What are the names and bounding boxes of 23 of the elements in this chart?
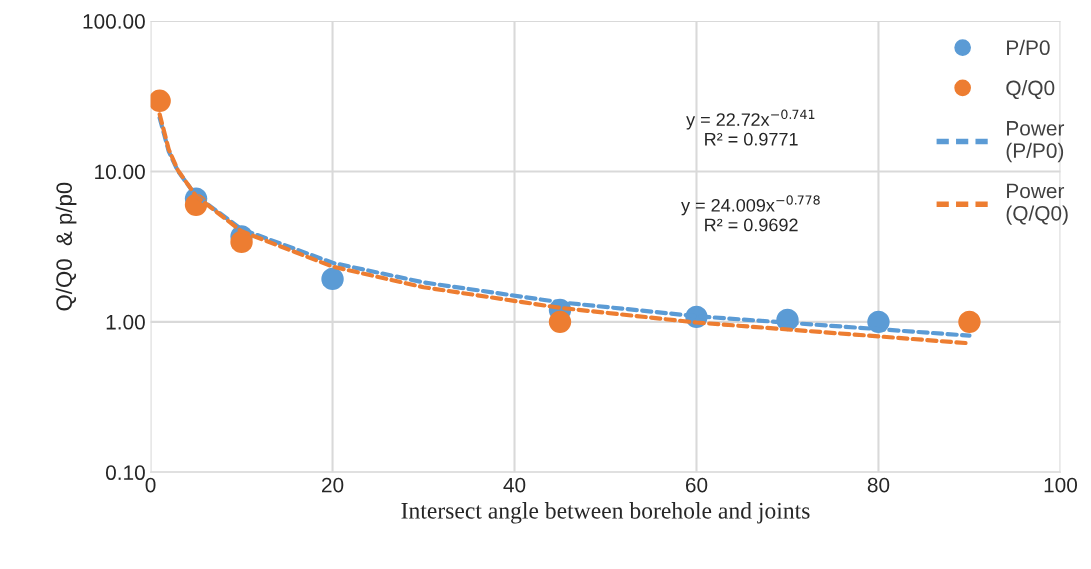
x-tick-label: 40 xyxy=(503,477,526,493)
point xyxy=(230,230,253,254)
legend-label: Power (Q/Q0) xyxy=(1006,183,1068,225)
point xyxy=(150,89,171,112)
y-tick-label: 1.00 xyxy=(106,314,145,330)
point xyxy=(548,310,572,334)
annotation: y = 22.72x$^{−0.741}$ R² = 0.9771 xyxy=(686,109,815,146)
legend-label: P/P0 xyxy=(1007,39,1050,56)
y-tick-label: 0.10 xyxy=(105,465,145,481)
y-axis-title: Q/Q0 & p/p0 xyxy=(55,182,77,311)
annotation: y = 24.009x$^{−0.778}$ R² = 0.9692 xyxy=(681,195,820,232)
x-axis-title: Intersect angle between borehole and joints xyxy=(401,502,810,524)
point xyxy=(958,310,981,334)
legend-label: Power (P/P0) xyxy=(1006,121,1065,163)
point xyxy=(321,267,344,291)
x-tick-label: 100 xyxy=(1044,477,1078,493)
y-tick-label: 10.00 xyxy=(95,164,145,180)
x-tick-label: 20 xyxy=(322,477,344,493)
x-tick-label: 80 xyxy=(867,477,890,493)
x-tick-label: 0 xyxy=(145,477,156,493)
x-tick-label: 60 xyxy=(685,477,708,493)
legend-label: Q/Q0 xyxy=(1006,80,1055,100)
y-tick-label: 100.00 xyxy=(83,14,145,29)
